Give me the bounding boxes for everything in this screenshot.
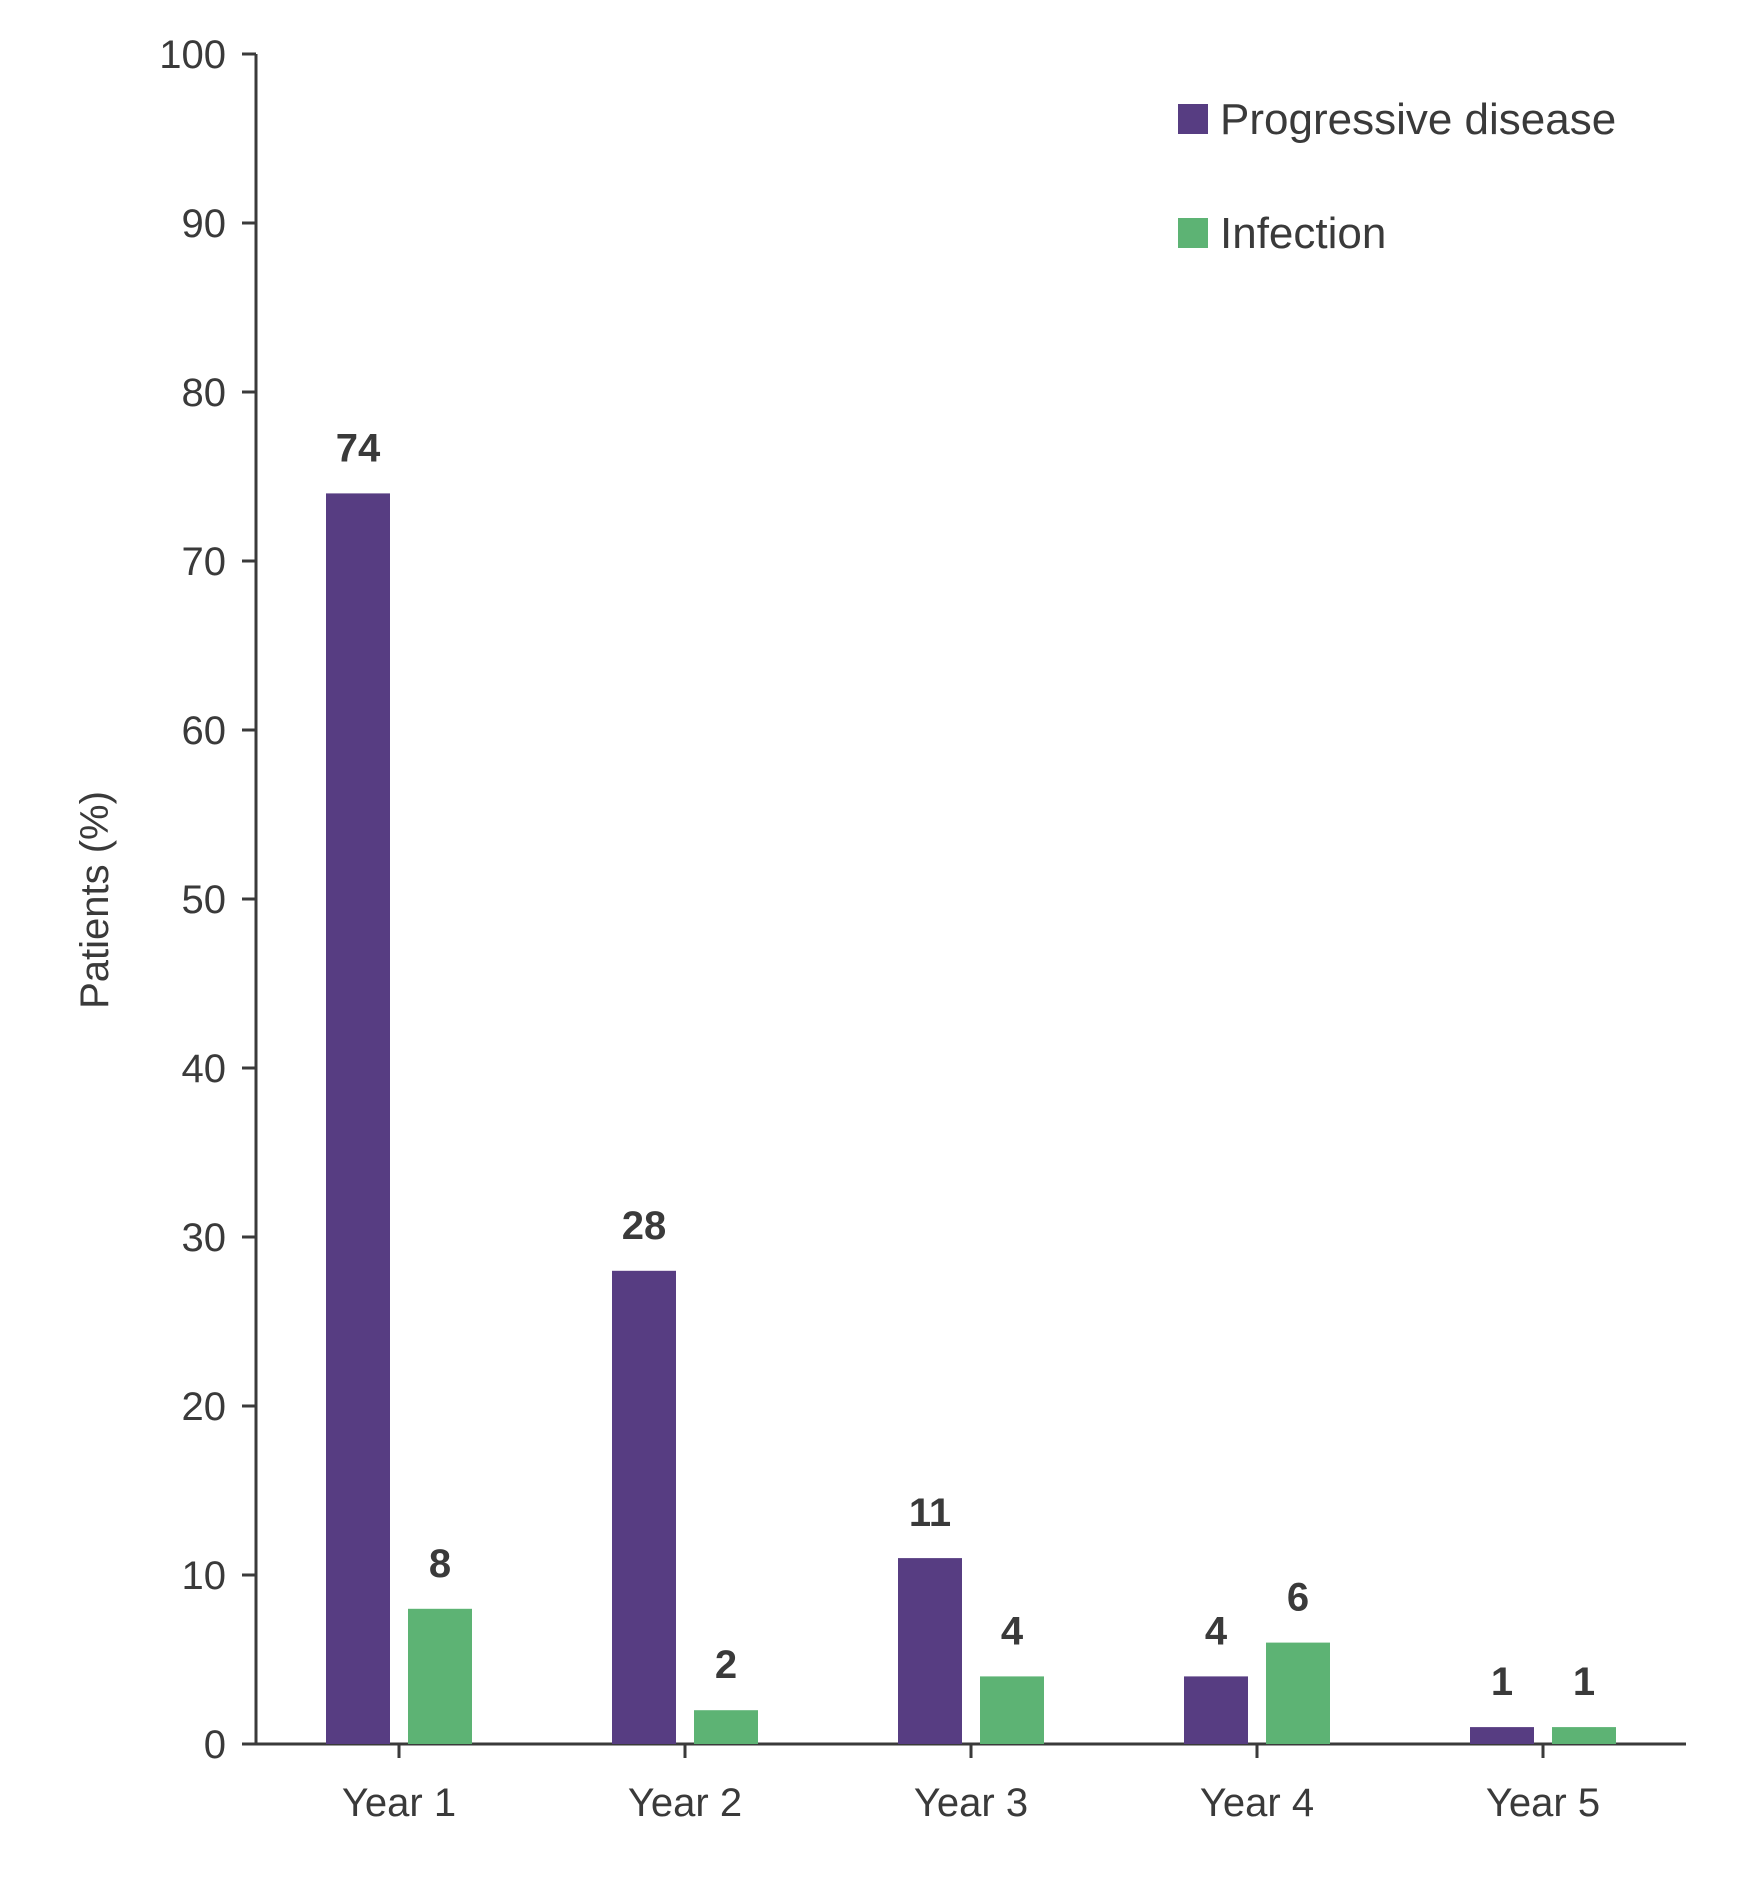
y-tick-label: 0 bbox=[204, 1723, 226, 1767]
x-tick-label: Year 3 bbox=[914, 1781, 1028, 1825]
x-tick-label: Year 4 bbox=[1200, 1781, 1314, 1825]
bar bbox=[1552, 1727, 1616, 1744]
y-tick-label: 80 bbox=[182, 371, 227, 415]
bar bbox=[980, 1676, 1044, 1744]
data-label: 1 bbox=[1573, 1660, 1595, 1704]
y-axis: 0 10 20 30 40 50 60 70 80 90 100 Patients (%) bbox=[73, 33, 258, 1767]
bar bbox=[1266, 1642, 1330, 1744]
data-label: 6 bbox=[1287, 1576, 1309, 1620]
bar bbox=[326, 493, 390, 1744]
legend: Progressive disease Infection bbox=[1178, 95, 1616, 258]
bar bbox=[1184, 1676, 1248, 1744]
legend-swatch bbox=[1178, 218, 1208, 248]
data-label: 11 bbox=[909, 1491, 951, 1535]
data-label: 8 bbox=[429, 1542, 451, 1586]
data-label: 74 bbox=[336, 426, 381, 470]
data-label: 1 bbox=[1491, 1660, 1513, 1704]
x-ticks: Year 1 Year 2 Year 3 Year 4 Year 5 bbox=[342, 1744, 1600, 1825]
y-tick-label: 40 bbox=[182, 1047, 227, 1091]
y-tick-label: 10 bbox=[182, 1554, 227, 1598]
bar bbox=[408, 1608, 472, 1744]
bar bbox=[1470, 1727, 1534, 1744]
y-tick-label: 30 bbox=[182, 1216, 227, 1260]
bar bbox=[612, 1270, 676, 1744]
y-tick-label: 60 bbox=[182, 709, 227, 753]
y-tick-label: 50 bbox=[182, 878, 227, 922]
x-tick-label: Year 5 bbox=[1486, 1781, 1600, 1825]
x-axis: Year 1 Year 2 Year 3 Year 4 Year 5 bbox=[243, 1742, 1686, 1825]
legend-label: Progressive disease bbox=[1220, 95, 1616, 144]
x-tick-label: Year 1 bbox=[342, 1781, 456, 1825]
x-tick-label: Year 2 bbox=[628, 1781, 742, 1825]
y-tick-label: 20 bbox=[182, 1385, 227, 1429]
data-label: 4 bbox=[1001, 1609, 1024, 1653]
bar bbox=[694, 1710, 758, 1744]
bar bbox=[898, 1558, 962, 1744]
legend-swatch bbox=[1178, 104, 1208, 134]
data-label: 4 bbox=[1205, 1609, 1228, 1653]
data-label: 28 bbox=[622, 1204, 667, 1248]
y-axis-title: Patients (%) bbox=[73, 791, 117, 1009]
y-ticks: 0 10 20 30 40 50 60 70 80 90 100 bbox=[159, 33, 256, 1767]
y-tick-label: 100 bbox=[159, 33, 226, 77]
data-label: 2 bbox=[715, 1643, 737, 1687]
y-tick-label: 70 bbox=[182, 540, 227, 584]
legend-label: Infection bbox=[1220, 209, 1386, 258]
y-tick-label: 90 bbox=[182, 202, 227, 246]
